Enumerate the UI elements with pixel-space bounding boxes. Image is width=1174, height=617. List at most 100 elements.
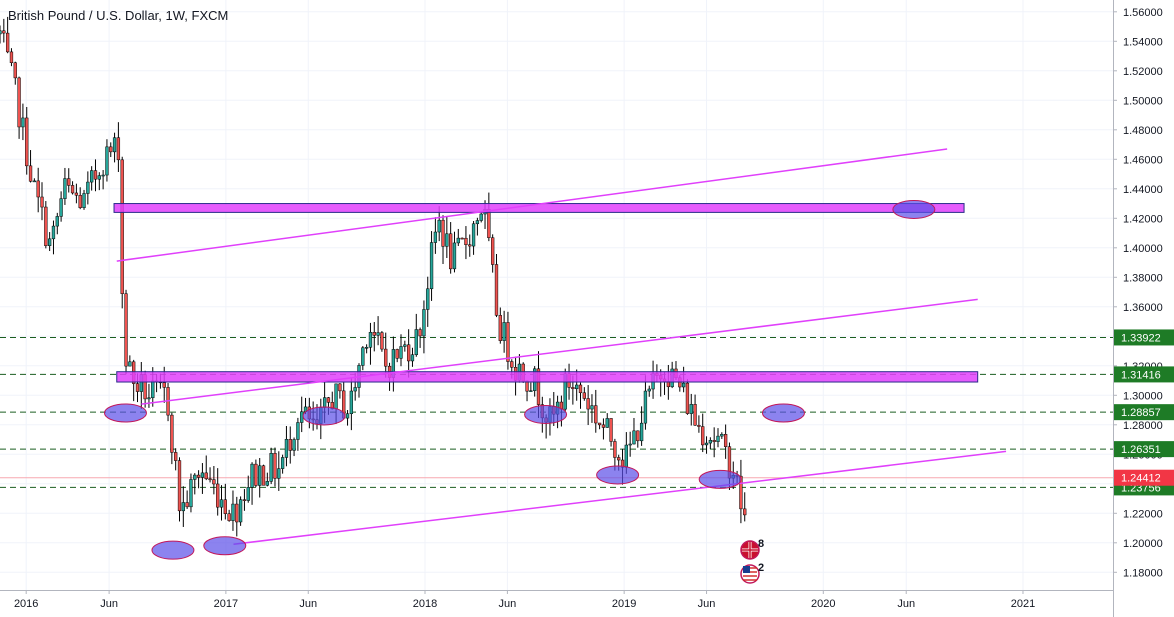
touch-marker xyxy=(892,199,936,219)
candle-body-2017-02-04 xyxy=(242,499,247,501)
candle-body-2017-07-08 xyxy=(326,397,331,403)
candle-body-2018-10-20 xyxy=(582,392,586,399)
candle-body-2016-03-05 xyxy=(59,198,63,217)
candle-body-2017-03-11 xyxy=(261,465,266,486)
candle-body-2016-01-09 xyxy=(28,165,33,182)
candle-body-2016-01-30 xyxy=(40,196,44,208)
price-badge xyxy=(1114,441,1174,458)
y-tick-label: 1.48000 xyxy=(1123,125,1163,137)
touch-marker xyxy=(761,403,805,423)
x-tick-label: 2021 xyxy=(1011,598,1035,610)
candle-body-2017-12-16 xyxy=(414,329,418,355)
candle-body-2018-11-17 xyxy=(597,422,602,426)
candle-body-2018-06-09 xyxy=(510,361,514,368)
candle-body-2016-08-20 xyxy=(151,380,155,399)
y-tick-label: 1.20000 xyxy=(1123,538,1163,550)
price-badge xyxy=(1114,404,1174,421)
candle-body-2017-04-08 xyxy=(277,468,281,479)
candle-body-2018-11-24 xyxy=(601,424,606,428)
candle-body-2016-06-18 xyxy=(116,137,121,161)
candle-body-2016-12-03 xyxy=(208,478,212,481)
y-tick-label: 1.44000 xyxy=(1123,184,1163,196)
candle-body-2018-01-20 xyxy=(433,231,438,243)
plot-background xyxy=(0,0,1113,590)
y-tick-label: 1.30000 xyxy=(1123,390,1163,402)
price-badge-label: 1.31416 xyxy=(1121,369,1161,381)
touch-marker xyxy=(302,406,346,426)
candle-body-2017-10-21 xyxy=(384,348,388,367)
candle-body-2016-02-27 xyxy=(55,216,59,227)
candle-body-2019-02-09 xyxy=(643,390,648,424)
candle-body-2018-04-07 xyxy=(475,220,480,225)
touch-marker xyxy=(203,536,247,556)
candle-body-2017-04-01 xyxy=(273,453,277,479)
y-tick-label: 1.56000 xyxy=(1123,7,1163,19)
candle-body-2016-12-31 xyxy=(223,499,227,514)
candle-body-2017-01-21 xyxy=(235,503,239,523)
touch-marker xyxy=(596,465,640,485)
candle-body-2019-06-15 xyxy=(712,440,716,442)
candle-body-2019-06-22 xyxy=(716,435,720,442)
candle-body-2016-01-02 xyxy=(25,117,29,167)
candle-body-2017-12-30 xyxy=(422,309,426,337)
candle-body-2017-02-18 xyxy=(250,463,254,488)
candle-body-2016-06-04 xyxy=(109,146,113,153)
candle-body-2016-05-07 xyxy=(93,170,98,180)
candle-body-2017-09-16 xyxy=(364,347,369,349)
candle-body-2019-01-19 xyxy=(632,430,636,445)
candle-body-2017-10-14 xyxy=(380,332,384,350)
x-tick-label: Jun xyxy=(299,598,317,610)
candle-body-2018-10-27 xyxy=(586,398,590,410)
price-axis-panel xyxy=(1113,0,1174,617)
x-tick-label: Jun xyxy=(499,598,517,610)
candle-body-2016-10-22 xyxy=(185,502,189,508)
candle-body-2016-09-24 xyxy=(170,414,174,453)
candle-body-2019-05-11 xyxy=(693,404,697,426)
candle-body-2019-06-01 xyxy=(704,442,709,446)
candle-body-2017-05-06 xyxy=(292,439,296,451)
candle-body-2018-07-28 xyxy=(536,368,541,405)
candle-body-2017-08-19 xyxy=(349,390,354,414)
candle-body-2017-03-04 xyxy=(258,465,262,486)
candle-body-2016-05-14 xyxy=(97,175,101,180)
candle-body-2015-12-05 xyxy=(9,51,14,63)
candle-body-2016-02-06 xyxy=(44,206,48,246)
candle-body-2017-11-25 xyxy=(403,344,407,347)
candle-body-2018-03-10 xyxy=(460,237,464,240)
x-tick-label: 2018 xyxy=(413,598,437,610)
candle-body-2015-12-19 xyxy=(17,77,21,128)
candle-body-2016-11-05 xyxy=(193,474,197,480)
candle-body-2015-11-21 xyxy=(2,30,6,34)
candle-body-2016-11-26 xyxy=(204,472,208,480)
candle-body-2016-04-30 xyxy=(90,170,94,183)
candle-body-2018-04-14 xyxy=(479,213,483,221)
candle-body-2017-02-25 xyxy=(254,463,258,486)
candle-body-2016-01-16 xyxy=(32,180,37,183)
candle-body-2017-08-12 xyxy=(345,413,350,419)
candle-body-2019-05-25 xyxy=(701,426,705,446)
x-tick-label: 2017 xyxy=(214,598,238,610)
candle-body-2016-09-10 xyxy=(162,382,166,388)
candle-body-2016-10-08 xyxy=(177,460,182,512)
candle-body-2019-08-10 xyxy=(743,508,747,516)
candle-body-2018-12-22 xyxy=(617,457,621,461)
candle-body-2016-11-19 xyxy=(200,472,205,478)
us-flag-icon: 2 xyxy=(740,562,764,584)
candle-body-2016-12-10 xyxy=(212,479,216,485)
candle-body-2017-02-11 xyxy=(246,487,250,501)
candle-body-2019-01-05 xyxy=(624,444,628,468)
candle-body-2017-01-14 xyxy=(231,503,235,521)
candle-body-2018-12-08 xyxy=(609,418,613,442)
y-tick-label: 1.52000 xyxy=(1123,66,1163,78)
candle-body-2017-12-09 xyxy=(410,354,415,362)
candle-body-2015-11-14 xyxy=(0,30,2,35)
candle-body-2018-02-10 xyxy=(445,233,449,247)
candle-body-2018-10-13 xyxy=(578,384,583,394)
candle-body-2018-04-28 xyxy=(487,209,491,238)
candle-body-2018-05-12 xyxy=(494,264,499,316)
candle-body-2016-06-11 xyxy=(112,137,117,153)
candle-body-2017-01-07 xyxy=(227,513,231,521)
x-tick-label: Jun xyxy=(698,598,716,610)
